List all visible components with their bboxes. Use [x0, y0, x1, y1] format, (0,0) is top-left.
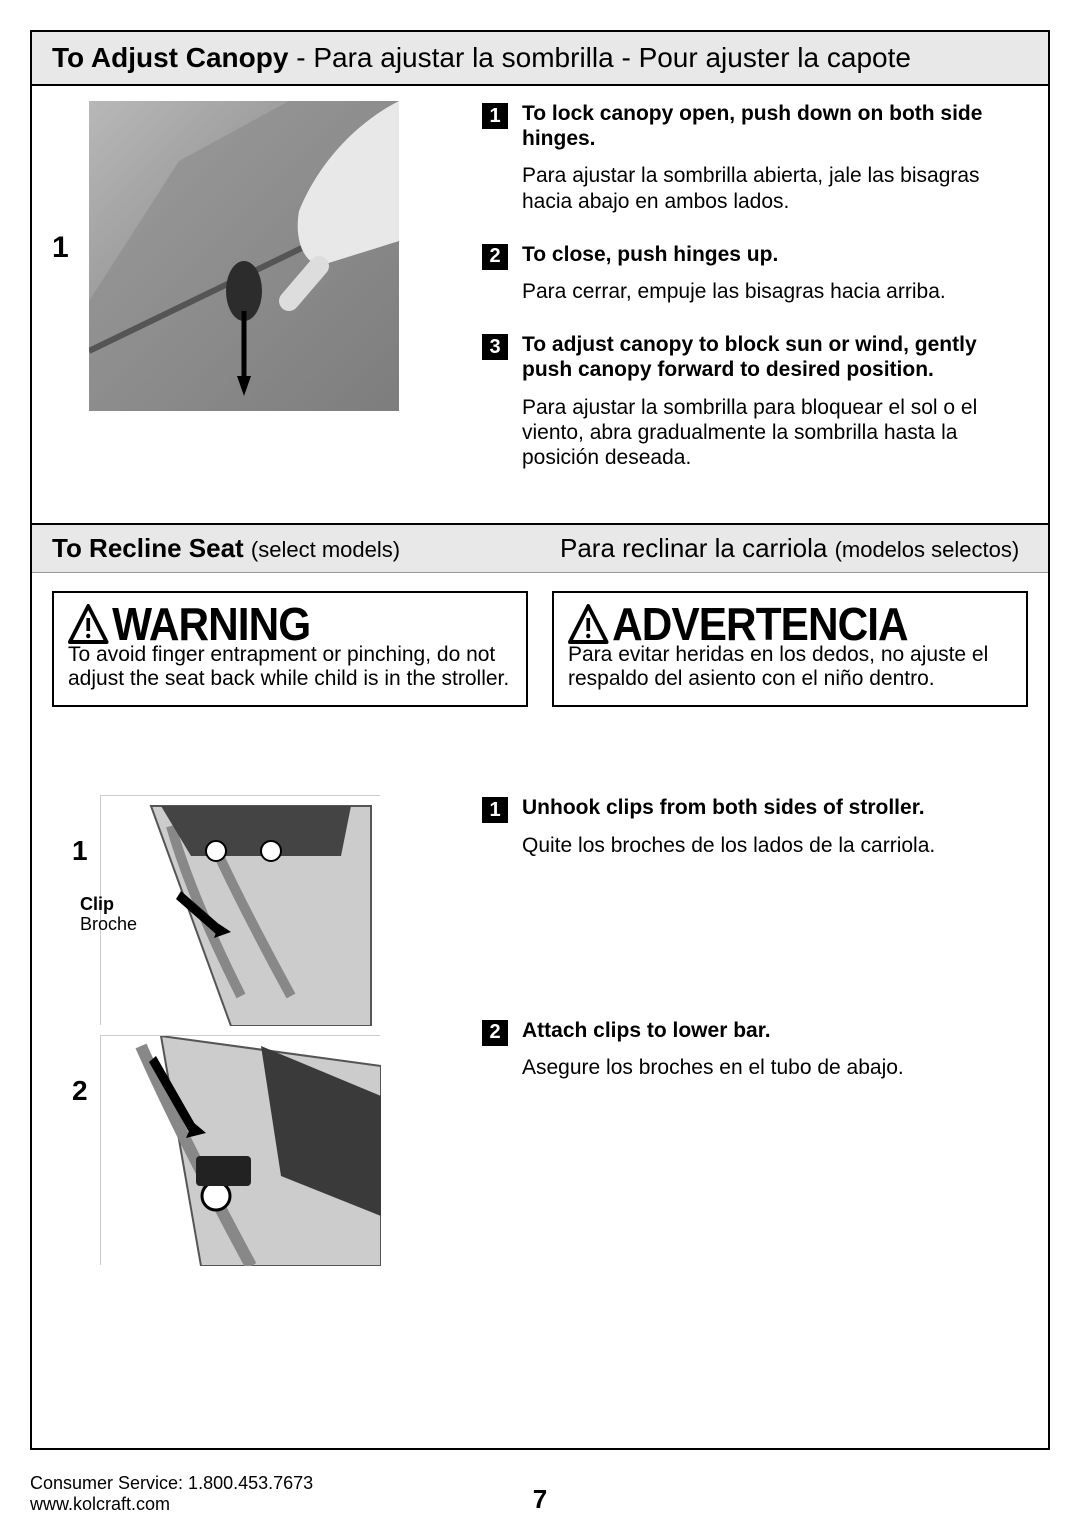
canopy-header: To Adjust Canopy - Para ajustar la sombr…	[32, 32, 1048, 86]
footer-service: Consumer Service: 1.800.453.7673	[30, 1473, 313, 1494]
canopy-photo-col: 1	[52, 101, 482, 498]
step-badge: 1	[482, 797, 508, 823]
canopy-photo-svg	[89, 101, 399, 411]
warnings-row: WARNING To avoid finger entrapment or pi…	[32, 573, 1048, 725]
recline-title-en: To Recline Seat	[52, 533, 244, 563]
step-es: Para ajustar la sombrilla abierta, jale …	[522, 163, 1028, 213]
footer-url: www.kolcraft.com	[30, 1494, 313, 1515]
canopy-steps: 1 To lock canopy open, push down on both…	[482, 101, 1028, 498]
canopy-step-2: 2 To close, push hinges up. Para cerrar,…	[482, 242, 1028, 304]
step-badge: 2	[482, 244, 508, 270]
canopy-photo	[89, 101, 399, 411]
illus-2: 2	[72, 1035, 462, 1265]
header-es: Para ajustar la sombrilla	[313, 42, 613, 73]
illus-2-box	[100, 1035, 380, 1265]
step-es: Para cerrar, empuje las bisagras hacia a…	[522, 279, 946, 304]
step-badge: 3	[482, 334, 508, 360]
page-number: 7	[533, 1484, 547, 1515]
header-fr: Pour ajuster la capote	[639, 42, 911, 73]
warning-en-box: WARNING To avoid finger entrapment or pi…	[52, 591, 528, 707]
clip-es: Broche	[80, 914, 137, 934]
recline-title-es: Para reclinar la carriola	[560, 533, 827, 563]
step-text: Unhook clips from both sides of stroller…	[522, 795, 935, 857]
recline-step-1: 1 Unhook clips from both sides of stroll…	[482, 795, 1028, 857]
recline-header: To Recline Seat (select models) Para rec…	[32, 525, 1048, 573]
step-en: To lock canopy open, push down on both s…	[522, 101, 1028, 151]
recline-sub-en: (select models)	[251, 537, 400, 562]
warning-icon	[68, 604, 108, 644]
page-frame: To Adjust Canopy - Para ajustar la sombr…	[30, 30, 1050, 1450]
warning-en-word: WARNING	[112, 601, 310, 647]
illus-1-svg	[101, 796, 381, 1026]
header-sep2: -	[621, 42, 638, 73]
warning-en-text: To avoid finger entrapment or pinching, …	[68, 643, 512, 691]
step-es: Para ajustar la sombrilla para bloquear …	[522, 395, 1028, 471]
recline-step-2: 2 Attach clips to lower bar. Asegure los…	[482, 1018, 1028, 1080]
canopy-step-1: 1 To lock canopy open, push down on both…	[482, 101, 1028, 214]
warning-es-word: ADVERTENCIA	[612, 601, 908, 647]
step-en: Unhook clips from both sides of stroller…	[522, 795, 935, 820]
warning-icon	[568, 604, 608, 644]
canopy-photo-label: 1	[52, 231, 69, 265]
warning-es-title: ADVERTENCIA	[568, 601, 976, 647]
illus-1: 1 Clip Broche	[72, 795, 462, 1025]
step-es: Quite los broches de los lados de la car…	[522, 833, 935, 858]
header-sep1: -	[296, 42, 313, 73]
canopy-section: 1	[32, 86, 1048, 525]
step-es: Asegure los broches en el tubo de abajo.	[522, 1055, 904, 1080]
warning-en-title: WARNING	[68, 601, 476, 647]
illus-2-svg	[101, 1036, 381, 1266]
step-en: Attach clips to lower bar.	[522, 1018, 904, 1043]
step-badge: 2	[482, 1020, 508, 1046]
illus-2-num: 2	[72, 1075, 88, 1107]
step-en: To close, push hinges up.	[522, 242, 946, 267]
clip-label: Clip Broche	[80, 895, 137, 935]
recline-header-es: Para reclinar la carriola (modelos selec…	[540, 525, 1048, 572]
illus-1-box	[100, 795, 380, 1025]
canopy-step-3: 3 To adjust canopy to block sun or wind,…	[482, 332, 1028, 470]
step-text: To close, push hinges up. Para cerrar, e…	[522, 242, 946, 304]
recline-section: 1 Clip Broche	[32, 725, 1048, 1295]
warning-es-text: Para evitar heridas en los dedos, no aju…	[568, 643, 1012, 691]
illus-1-num: 1	[72, 835, 88, 867]
step-en: To adjust canopy to block sun or wind, g…	[522, 332, 1028, 382]
recline-illus-col: 1 Clip Broche	[72, 795, 462, 1275]
footer-info: Consumer Service: 1.800.453.7673 www.kol…	[30, 1473, 313, 1515]
clip-en: Clip	[80, 894, 114, 914]
step-text: To adjust canopy to block sun or wind, g…	[522, 332, 1028, 470]
recline-steps: 1 Unhook clips from both sides of stroll…	[482, 795, 1028, 1275]
warning-es-box: ADVERTENCIA Para evitar heridas en los d…	[552, 591, 1028, 707]
footer: Consumer Service: 1.800.453.7673 www.kol…	[30, 1473, 1050, 1515]
recline-header-en: To Recline Seat (select models)	[32, 525, 540, 572]
header-en: To Adjust Canopy	[52, 42, 288, 73]
step-text: To lock canopy open, push down on both s…	[522, 101, 1028, 214]
recline-sub-es: (modelos selectos)	[835, 537, 1020, 562]
step-text: Attach clips to lower bar. Asegure los b…	[522, 1018, 904, 1080]
step-badge: 1	[482, 103, 508, 129]
